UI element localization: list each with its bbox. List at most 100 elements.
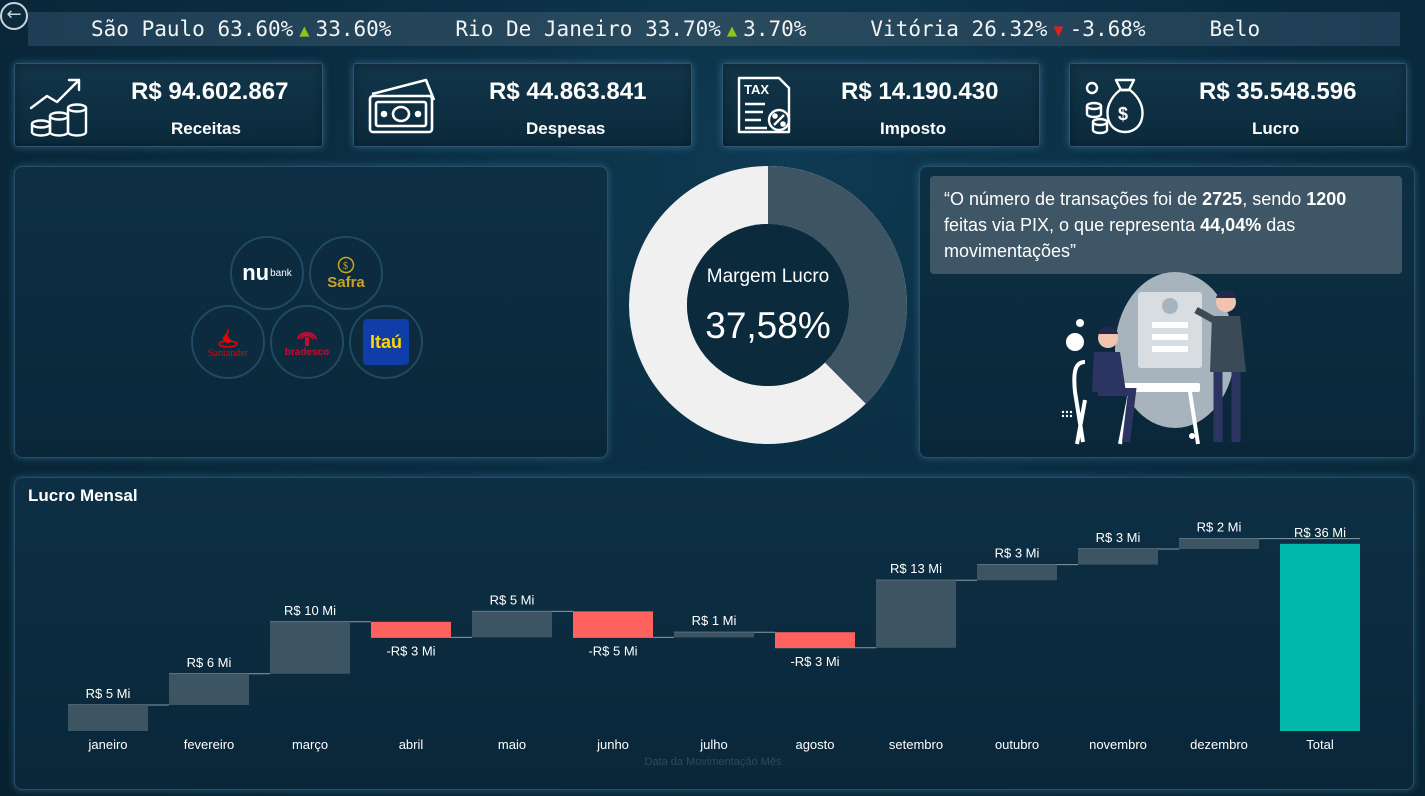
up-triangle-icon: ▲ <box>726 21 738 41</box>
data-label: R$ 6 Mi <box>187 655 232 670</box>
kpi-value: R$ 44.863.841 <box>489 78 647 105</box>
ticker-item: Vitória 26.32% ▼ -3.68% <box>870 12 1145 46</box>
ticker-city: Belo <box>1209 17 1261 41</box>
insight-text-part: , sendo <box>1242 189 1307 209</box>
data-label: R$ 5 Mi <box>86 686 131 701</box>
donut-label: Margem Lucro <box>707 266 830 287</box>
up-triangle-icon: ▲ <box>299 21 310 41</box>
x-tick-label: outubro <box>995 737 1039 752</box>
kpi-label: Receitas <box>171 119 241 138</box>
x-tick-label: fevereiro <box>184 737 235 752</box>
bank-logo-itau[interactable]: Itaú <box>349 305 423 379</box>
bank-logo-main: Santander <box>208 347 248 359</box>
ticker-city: São Paulo <box>91 17 218 41</box>
insight-text: “O número de transações foi de 2725, sen… <box>930 176 1402 274</box>
ticker-value: 26.32% <box>971 17 1048 41</box>
bank-logo-bradesco[interactable]: bradesco <box>270 305 344 379</box>
svg-text:$: $ <box>1118 104 1128 124</box>
waterfall-bar-maio[interactable] <box>472 611 552 638</box>
waterfall-bar-fevereiro[interactable] <box>169 673 249 705</box>
bank-logo-santander[interactable]: Santander <box>191 305 265 379</box>
insight-text-part: feitas via PIX, o que representa <box>944 215 1201 235</box>
back-button[interactable]: ← <box>0 2 28 30</box>
kpi-label: Despesas <box>526 119 606 138</box>
data-label: R$ 36 Mi <box>1294 525 1346 540</box>
data-label: -R$ 5 Mi <box>588 643 637 658</box>
ticker-change: 3.70% <box>743 17 807 41</box>
x-tick-label: janeiro <box>87 737 127 752</box>
kpi-card-lucro: $ R$ 35.548.596 Lucro <box>1069 63 1407 147</box>
chart-title: Lucro Mensal <box>28 486 138 505</box>
waterfall-bar-março[interactable] <box>270 621 350 674</box>
x-tick-label: março <box>292 737 328 752</box>
waterfall-bar-setembro[interactable] <box>876 580 956 648</box>
waterfall-bar-Total[interactable] <box>1280 543 1360 731</box>
x-tick-label: maio <box>498 737 526 752</box>
bank-logo-main: bradesco <box>284 346 330 358</box>
ticker-change: -3.68% <box>1069 17 1146 41</box>
bank-logo-safra[interactable]: $ Safra <box>309 236 383 310</box>
city-ticker: São Paulo 63.60% ▲ 33.60% Rio De Janeiro 33… <box>28 12 1400 46</box>
data-label: R$ 3 Mi <box>995 546 1040 561</box>
data-label: R$ 5 Mi <box>490 592 535 607</box>
kpi-card-imposto: TAX R$ 14.190.430 Imposto <box>722 63 1040 147</box>
insight-text-part: “O número de transações foi de <box>944 189 1203 209</box>
bank-logo-sub: bank <box>270 267 292 279</box>
waterfall-bar-abril[interactable] <box>371 621 451 638</box>
waterfall-bar-junho[interactable] <box>573 611 653 638</box>
insight-text-part: das movimentações” <box>944 215 1296 261</box>
cash-bill-icon <box>368 78 436 134</box>
kpi-card-despesas: R$ 44.863.841 Despesas <box>353 63 692 147</box>
bank-logo-main: nu <box>242 260 270 285</box>
x-tick-label: setembro <box>889 737 943 752</box>
insight-pix-count: 1200 <box>1306 189 1347 209</box>
ticker-change: 33.60% <box>315 17 392 41</box>
data-label: -R$ 3 Mi <box>386 643 435 658</box>
ticker-item: Belo <box>1210 12 1261 46</box>
x-tick-label: novembro <box>1089 737 1147 752</box>
kpi-label: Imposto <box>880 119 947 138</box>
donut-profit-arc <box>767 166 907 404</box>
money-bag-icon: $ <box>1085 78 1144 135</box>
bank-logo-main: Itaú <box>369 331 402 352</box>
down-triangle-icon: ▼ <box>1053 21 1064 41</box>
waterfall-bar-agosto[interactable] <box>775 632 855 648</box>
kpi-card-receitas: R$ 94.602.867 Receitas <box>14 63 323 147</box>
back-arrow-icon: ← <box>6 4 22 25</box>
x-tick-label: agosto <box>795 737 834 752</box>
bank-logo-nubank[interactable]: nu bank <box>230 236 304 310</box>
ticker-item: Rio De Janeiro 33.70% ▲ 3.70% <box>455 12 806 46</box>
waterfall-bar-dezembro[interactable] <box>1179 538 1259 549</box>
safra-emblem-icon: $ <box>337 256 355 273</box>
waterfall-bar-janeiro[interactable] <box>68 705 148 731</box>
ticker-city: Vitória <box>870 17 972 41</box>
donut-value: 37,58% <box>705 305 831 346</box>
data-label: R$ 1 Mi <box>692 613 737 628</box>
data-label: R$ 3 Mi <box>1096 530 1141 545</box>
data-label: R$ 2 Mi <box>1197 520 1242 535</box>
ticker-city: Rio De Janeiro <box>455 17 646 41</box>
x-axis-title: Data da Movimentação Mês <box>645 756 782 768</box>
kpi-value: R$ 14.190.430 <box>841 78 999 105</box>
data-label: -R$ 3 Mi <box>790 654 839 669</box>
x-tick-label: Total <box>1306 737 1334 752</box>
kpi-label: Lucro <box>1252 119 1300 138</box>
revenue-growth-icon <box>29 78 88 137</box>
tax-document-icon: TAX <box>737 76 791 134</box>
donut-hole <box>687 224 849 386</box>
kpi-value: R$ 35.548.596 <box>1199 78 1357 105</box>
waterfall-bar-novembro[interactable] <box>1078 549 1158 565</box>
ticker-value: 33.70% <box>645 17 721 41</box>
kpi-value: R$ 94.602.867 <box>131 78 289 105</box>
waterfall-bar-outubro[interactable] <box>977 564 1057 581</box>
svg-text:TAX: TAX <box>744 82 769 97</box>
x-tick-label: junho <box>596 737 629 752</box>
bank-logo-main: Safra <box>327 273 365 291</box>
x-tick-label: julho <box>699 737 727 752</box>
svg-text:$: $ <box>343 261 348 272</box>
waterfall-bar-julho[interactable] <box>674 632 754 638</box>
insight-pix-percent: 44,04% <box>1200 215 1262 235</box>
x-tick-label: dezembro <box>1190 737 1248 752</box>
